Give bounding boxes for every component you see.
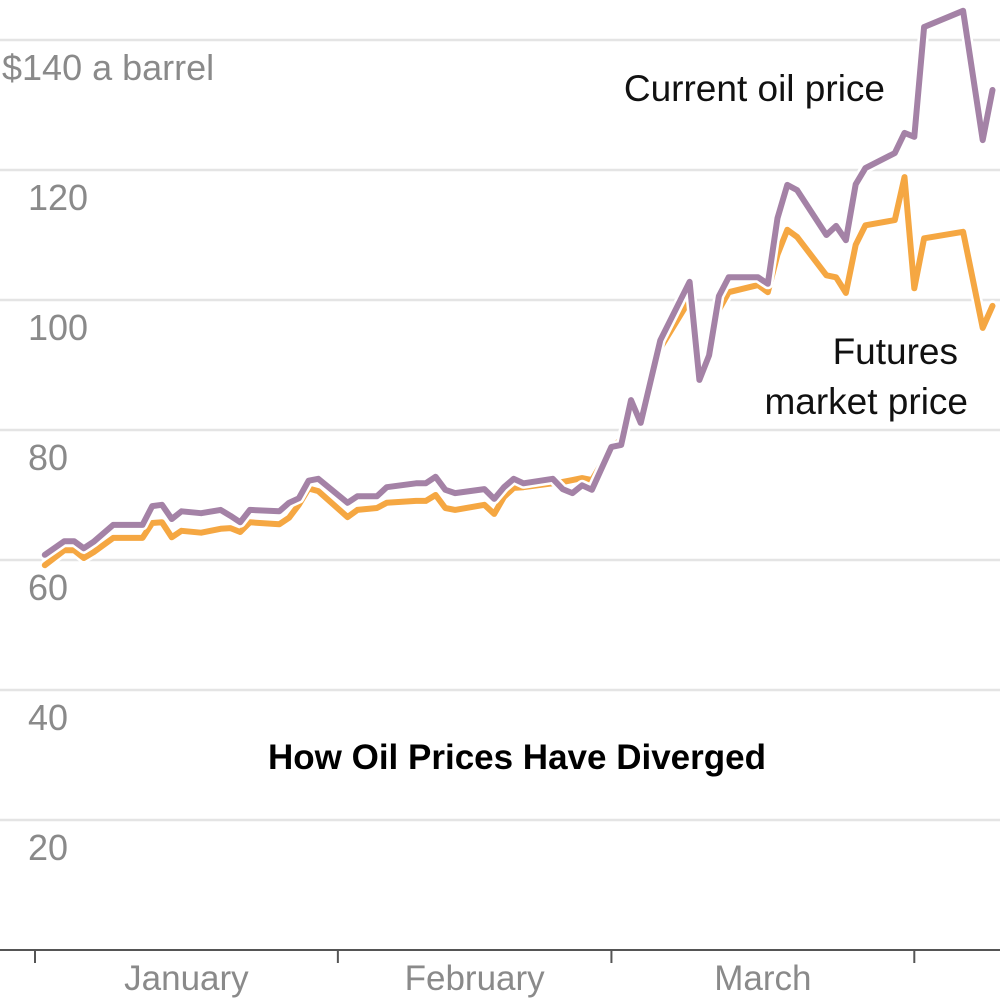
futures-label-line2: market price xyxy=(764,381,968,422)
y-tick-label: 100 xyxy=(28,307,88,348)
series-labels: Current oil price Futures market price xyxy=(624,68,968,422)
x-tick-label: January xyxy=(124,959,249,998)
y-axis-labels: $140 a barrel 120 100 80 60 40 20 xyxy=(2,47,214,868)
y-tick-label: 60 xyxy=(28,567,68,608)
futures-label-line1: Futures xyxy=(833,331,958,372)
y-tick-label: $140 a barrel xyxy=(2,47,214,88)
y-tick-label: 20 xyxy=(28,827,68,868)
y-tick-label: 120 xyxy=(28,177,88,218)
gridlines xyxy=(0,38,1000,822)
y-tick-label: 40 xyxy=(28,697,68,738)
current-oil-price-label: Current oil price xyxy=(624,68,885,109)
x-tick-label: February xyxy=(405,959,546,998)
chart-title: How Oil Prices Have Diverged xyxy=(268,738,766,777)
futures-price-line xyxy=(41,174,996,569)
current-price-line xyxy=(41,7,996,558)
x-axis: January February March xyxy=(0,949,1000,998)
x-tick-label: March xyxy=(714,959,811,998)
series-lines xyxy=(39,5,998,571)
y-tick-label: 80 xyxy=(28,437,68,478)
